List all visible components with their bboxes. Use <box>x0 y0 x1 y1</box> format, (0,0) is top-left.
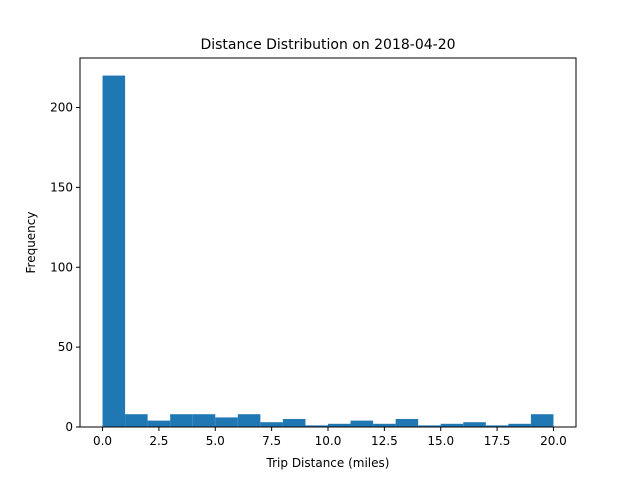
histogram-bar <box>170 414 193 427</box>
histogram-bar <box>463 422 486 427</box>
histogram-bar <box>147 420 171 427</box>
histogram-bar <box>192 414 216 427</box>
histogram-bar <box>305 425 328 427</box>
histogram-bar <box>418 425 441 427</box>
histogram-bar <box>260 422 283 427</box>
histogram-bar <box>328 423 351 427</box>
histogram-bar <box>440 423 464 427</box>
histogram-bar <box>350 420 374 427</box>
bars-group <box>102 75 554 428</box>
histogram-bar <box>282 419 306 427</box>
y-tick-label: 150 <box>50 180 73 194</box>
x-tick-label: 5.0 <box>206 434 225 448</box>
x-tick-label: 10.0 <box>315 434 342 448</box>
histogram-bar <box>237 414 261 427</box>
histogram-bar <box>373 423 396 427</box>
y-tick-label: 200 <box>50 101 73 115</box>
x-tick-label: 0.0 <box>93 434 112 448</box>
x-tick-label: 2.5 <box>149 434 168 448</box>
y-tick-label: 0 <box>65 420 73 434</box>
x-axis-ticks: 0.0 2.5 5.0 7.5 10.0 12.5 15.0 17.5 20.0 <box>93 427 567 448</box>
histogram-bar <box>485 425 509 427</box>
x-tick-label: 20.0 <box>540 434 567 448</box>
histogram-bar <box>125 414 148 427</box>
histogram-bar <box>508 423 531 427</box>
x-tick-label: 7.5 <box>262 434 281 448</box>
y-tick-label: 50 <box>58 340 73 354</box>
y-axis-ticks: 0 50 100 150 200 <box>50 101 80 434</box>
chart-title: Distance Distribution on 2018-04-20 <box>200 37 455 53</box>
x-tick-label: 17.5 <box>484 434 511 448</box>
x-tick-label: 15.0 <box>427 434 454 448</box>
x-axis-label: Trip Distance (miles) <box>266 456 390 470</box>
histogram-bar <box>215 417 238 427</box>
x-tick-label: 12.5 <box>371 434 398 448</box>
histogram-bar <box>102 75 126 428</box>
histogram-bar <box>395 419 419 427</box>
y-tick-label: 100 <box>50 260 73 274</box>
histogram-bar <box>530 414 554 427</box>
y-axis-label: Frequency <box>24 212 38 274</box>
